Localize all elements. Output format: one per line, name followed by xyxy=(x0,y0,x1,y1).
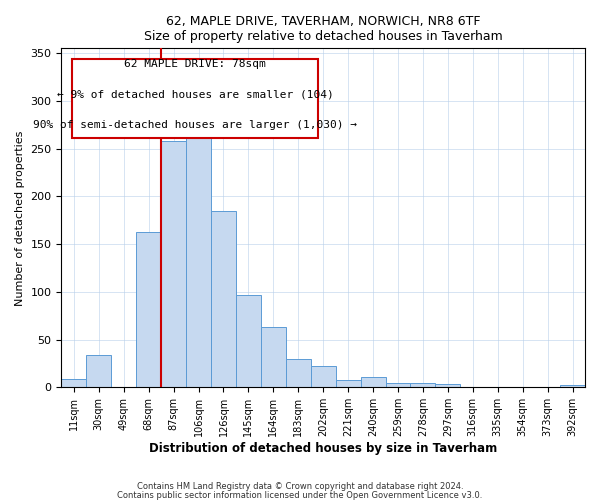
Bar xyxy=(161,141,186,388)
Text: ← 9% of detached houses are smaller (104): ← 9% of detached houses are smaller (104… xyxy=(56,89,333,99)
Bar xyxy=(211,210,236,388)
Bar xyxy=(136,232,161,388)
Bar xyxy=(286,358,311,388)
Bar xyxy=(261,327,286,388)
Text: 62 MAPLE DRIVE: 78sqm: 62 MAPLE DRIVE: 78sqm xyxy=(124,58,266,68)
Bar xyxy=(560,386,585,388)
Bar xyxy=(410,382,436,388)
Bar xyxy=(86,355,111,388)
Bar xyxy=(335,380,361,388)
Text: Contains public sector information licensed under the Open Government Licence v3: Contains public sector information licen… xyxy=(118,490,482,500)
Bar xyxy=(361,377,386,388)
Bar xyxy=(61,379,86,388)
Y-axis label: Number of detached properties: Number of detached properties xyxy=(15,130,25,306)
X-axis label: Distribution of detached houses by size in Taverham: Distribution of detached houses by size … xyxy=(149,442,497,455)
FancyBboxPatch shape xyxy=(72,58,318,138)
Text: Contains HM Land Registry data © Crown copyright and database right 2024.: Contains HM Land Registry data © Crown c… xyxy=(137,482,463,491)
Title: 62, MAPLE DRIVE, TAVERHAM, NORWICH, NR8 6TF
Size of property relative to detache: 62, MAPLE DRIVE, TAVERHAM, NORWICH, NR8 … xyxy=(144,15,503,43)
Text: 90% of semi-detached houses are larger (1,030) →: 90% of semi-detached houses are larger (… xyxy=(33,120,357,130)
Bar xyxy=(236,294,261,388)
Bar xyxy=(186,137,211,388)
Bar xyxy=(311,366,335,388)
Bar xyxy=(436,384,460,388)
Bar xyxy=(386,382,410,388)
